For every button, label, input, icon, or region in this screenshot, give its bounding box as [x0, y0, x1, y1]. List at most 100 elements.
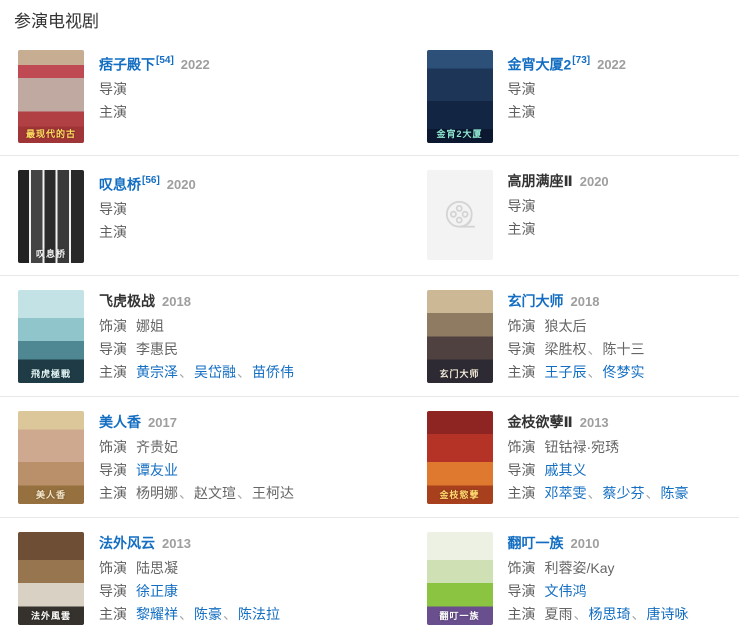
tv-entry: 最现代的古 痞子殿下[54]2022 导演主演 [0, 39, 370, 156]
credit-label: 主演 [508, 221, 536, 237]
credit-row: 饰演娜姐 [99, 315, 294, 338]
person-link[interactable]: 杨思琦 [589, 606, 631, 622]
poster-title-text: 翻叮一族 [427, 609, 493, 622]
credit-row: 主演 [99, 221, 196, 244]
person-name: 利蓉姿/Kay [545, 560, 615, 576]
credit-row: 导演戚其义 [508, 459, 689, 482]
person-link[interactable]: 文伟鸿 [545, 583, 587, 599]
tv-title-link[interactable]: 玄门大师 [508, 293, 564, 309]
tv-year: 2018 [162, 294, 191, 309]
tv-title-link[interactable]: 法外风云 [99, 535, 155, 551]
credit-label: 饰演 [99, 560, 127, 576]
citation-ref[interactable]: [56] [142, 175, 160, 186]
poster-title-text: 飛虎極戰 [18, 367, 84, 380]
person-link[interactable]: 陈法拉 [238, 606, 280, 622]
tv-year: 2013 [580, 415, 609, 430]
tv-poster[interactable]: 最现代的古 [18, 50, 84, 143]
citation-ref[interactable]: [73] [572, 55, 590, 66]
person-name: 齐贵妃 [136, 439, 178, 455]
credit-row: 主演 [99, 101, 210, 124]
tv-poster[interactable]: 叹息桥 [18, 170, 84, 263]
tv-info: 金宵大厦2[73] 2022 导演主演 [508, 50, 627, 124]
poster-title-text: 叹息桥 [18, 247, 84, 260]
credit-row: 导演文伟鸿 [508, 580, 689, 603]
person-link[interactable]: 邓萃雯 [545, 485, 587, 501]
tv-poster[interactable]: 美人香 [18, 411, 84, 504]
section-title: 参演电视剧 [14, 11, 739, 33]
person-link[interactable]: 陈豪 [194, 606, 222, 622]
credit-label: 导演 [99, 341, 127, 357]
person-name: 陆思凝 [136, 560, 178, 576]
tv-poster[interactable]: 玄门大师 [427, 290, 493, 383]
person-name: 钮钴禄·宛琇 [545, 439, 620, 455]
tv-poster[interactable]: 法外風雲 [18, 532, 84, 625]
credit-fields: 导演主演 [508, 78, 627, 124]
tv-title-link[interactable]: 美人香 [99, 414, 141, 430]
tv-year: 2020 [167, 177, 196, 192]
tv-poster[interactable]: 翻叮一族 [427, 532, 493, 625]
credit-label: 导演 [508, 81, 536, 97]
person-link[interactable]: 佟梦实 [603, 364, 645, 380]
credit-label: 导演 [99, 201, 127, 217]
person-link[interactable]: 戚其义 [545, 462, 587, 478]
credit-fields: 导演主演 [99, 78, 210, 124]
person-name: 王柯达 [252, 485, 294, 501]
tv-title: 金枝欲孽Ⅱ [508, 414, 573, 430]
credit-row: 导演谭友业 [99, 459, 294, 482]
credit-label: 主演 [99, 485, 127, 501]
title-line: 痞子殿下[54]2022 [99, 51, 210, 75]
tv-poster[interactable]: 金宵2大厦 [427, 50, 493, 143]
name-separator: 、 [237, 364, 251, 380]
person-link[interactable]: 陈豪 [661, 485, 689, 501]
person-link[interactable]: 黎耀祥 [136, 606, 178, 622]
credit-fields: 导演主演 [508, 195, 609, 241]
tv-title-link[interactable]: 金宵大厦2 [508, 56, 572, 72]
credit-row: 导演徐正康 [99, 580, 280, 603]
tv-year: 2022 [597, 57, 626, 72]
tv-year: 2010 [571, 536, 600, 551]
person-link[interactable]: 谭友业 [136, 462, 178, 478]
person-link[interactable]: 蔡少芬 [603, 485, 645, 501]
credit-row: 饰演齐贵妃 [99, 436, 294, 459]
credit-fields: 饰演狼太后导演梁胜权、陈十三主演王子辰、佟梦实 [508, 315, 645, 384]
name-separator: 、 [574, 606, 588, 622]
credit-label: 主演 [508, 364, 536, 380]
person-link[interactable]: 吴岱融 [194, 364, 236, 380]
credit-row: 导演李惠民 [99, 338, 294, 361]
person-link[interactable]: 唐诗咏 [647, 606, 689, 622]
tv-title-link[interactable]: 叹息桥 [99, 176, 141, 192]
tv-info: 痞子殿下[54]2022 导演主演 [99, 50, 210, 124]
name-separator: 、 [632, 606, 646, 622]
tv-entry: 金宵2大厦 金宵大厦2[73] 2022 导演主演 [370, 39, 739, 156]
tv-series-grid: 最现代的古 痞子殿下[54]2022 导演主演 金宵2大厦 金宵大厦2[73]2… [0, 39, 739, 638]
citation-ref[interactable]: [54] [156, 55, 174, 66]
tv-title-link[interactable]: 翻叮一族 [508, 535, 564, 551]
person-link[interactable]: 王子辰 [545, 364, 587, 380]
name-separator: 、 [588, 364, 602, 380]
credit-label: 饰演 [508, 318, 536, 334]
person-link[interactable]: 黄宗泽 [136, 364, 178, 380]
tv-title-link[interactable]: 痞子殿下 [99, 56, 155, 72]
title-line: 法外风云 2013 [99, 533, 280, 554]
credit-label: 导演 [99, 462, 127, 478]
credit-fields: 饰演钮钴禄·宛琇导演戚其义主演邓萃雯、蔡少芬、陈豪 [508, 436, 689, 505]
title-line: 翻叮一族 2010 [508, 533, 689, 554]
title-line: 金枝欲孽Ⅱ 2013 [508, 412, 689, 433]
credit-label: 主演 [508, 485, 536, 501]
credit-label: 饰演 [99, 318, 127, 334]
tv-poster[interactable]: 飛虎極戰 [18, 290, 84, 383]
tv-poster[interactable]: 金枝慾孽 [427, 411, 493, 504]
person-link[interactable]: 徐正康 [136, 583, 178, 599]
person-link[interactable]: 苗侨伟 [252, 364, 294, 380]
credit-fields: 导演主演 [99, 198, 196, 244]
credit-row: 导演梁胜权、陈十三 [508, 338, 645, 361]
tv-year: 2013 [162, 536, 191, 551]
